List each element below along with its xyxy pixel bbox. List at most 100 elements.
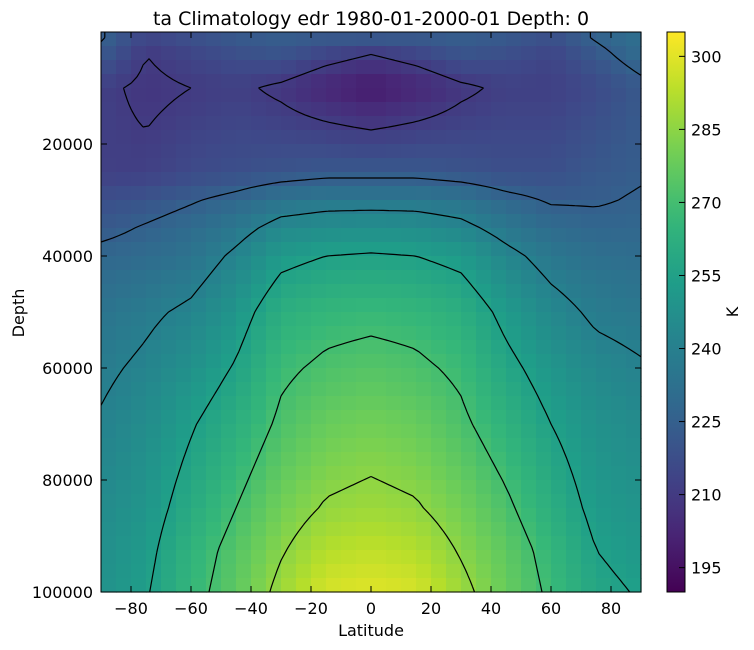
heatmap-cell [386, 214, 402, 229]
heatmap-cell [266, 452, 282, 467]
heatmap-cell [116, 424, 132, 439]
heatmap-cell [236, 480, 252, 495]
heatmap-cell [311, 116, 327, 131]
heatmap-cell [296, 116, 312, 131]
heatmap-cell [146, 522, 162, 537]
heatmap-cell [596, 368, 612, 383]
heatmap-cell [146, 256, 162, 271]
heatmap-cell [416, 550, 432, 565]
heatmap-cell [416, 312, 432, 327]
heatmap-cell [146, 326, 162, 341]
heatmap-cell [461, 298, 477, 313]
heatmap-cell [296, 200, 312, 215]
heatmap-cell [461, 354, 477, 369]
heatmap-cell [551, 326, 567, 341]
heatmap-cell [296, 228, 312, 243]
heatmap-cell [401, 284, 417, 299]
heatmap-cell [131, 564, 147, 579]
heatmap-cell [101, 326, 117, 341]
heatmap-cell [536, 578, 552, 593]
heatmap-cell [506, 144, 522, 159]
heatmap-cell [296, 424, 312, 439]
heatmap-cell [581, 200, 597, 215]
heatmap-cell [281, 32, 297, 47]
heatmap-cell [221, 382, 237, 397]
heatmap-cell [446, 32, 462, 47]
heatmap-cell [266, 74, 282, 89]
heatmap-cell [161, 438, 177, 453]
y-tick-label: 80000 [42, 471, 93, 490]
heatmap-cell [191, 186, 207, 201]
heatmap-cell [596, 354, 612, 369]
heatmap-cell [236, 74, 252, 89]
heatmap-cell [626, 368, 642, 383]
heatmap-cell [251, 60, 267, 75]
heatmap-cell [626, 256, 642, 271]
heatmap-cell [266, 578, 282, 593]
heatmap-cell [221, 130, 237, 145]
heatmap-cell [116, 382, 132, 397]
heatmap-cell [146, 144, 162, 159]
heatmap-cell [146, 158, 162, 173]
heatmap-cell [386, 550, 402, 565]
heatmap-cell [131, 494, 147, 509]
heatmap-cell [566, 494, 582, 509]
heatmap-cell [266, 550, 282, 565]
heatmap-cell [521, 284, 537, 299]
heatmap-cell [476, 88, 492, 103]
heatmap-cell [221, 396, 237, 411]
heatmap-cell [116, 32, 132, 47]
heatmap-cell [281, 354, 297, 369]
heatmap-cell [251, 214, 267, 229]
heatmap-cell [401, 102, 417, 117]
heatmap-cell [356, 186, 372, 201]
heatmap-cell [386, 172, 402, 187]
heatmap-cell [206, 508, 222, 523]
heatmap-cell [341, 494, 357, 509]
heatmap-cell [506, 368, 522, 383]
heatmap-cell [596, 466, 612, 481]
heatmap-cell [521, 200, 537, 215]
heatmap-cell [611, 522, 627, 537]
heatmap-cell [386, 186, 402, 201]
heatmap-cell [356, 172, 372, 187]
heatmap-cell [191, 326, 207, 341]
heatmap-cell [581, 550, 597, 565]
heatmap-cell [221, 214, 237, 229]
heatmap-cell [401, 326, 417, 341]
heatmap-cell [446, 270, 462, 285]
heatmap-cell [491, 186, 507, 201]
heatmap-cell [491, 102, 507, 117]
heatmap-cell [611, 578, 627, 593]
heatmap-cell [521, 326, 537, 341]
heatmap-cell [371, 494, 387, 509]
heatmap-cell [191, 396, 207, 411]
heatmap-cell [281, 494, 297, 509]
heatmap-cell [611, 536, 627, 551]
heatmap-cell [191, 102, 207, 117]
heatmap-cell [371, 200, 387, 215]
heatmap-cell [386, 228, 402, 243]
heatmap-cell [101, 340, 117, 355]
heatmap-cell [221, 270, 237, 285]
heatmap-cell [551, 270, 567, 285]
heatmap-cell [431, 550, 447, 565]
heatmap-cell [491, 256, 507, 271]
heatmap-cell [416, 410, 432, 425]
heatmap-cell [581, 522, 597, 537]
heatmap-cell [371, 172, 387, 187]
heatmap-cell [281, 480, 297, 495]
heatmap-cell [236, 564, 252, 579]
heatmap-cell [176, 550, 192, 565]
heatmap-cell [476, 396, 492, 411]
heatmap-cell [281, 200, 297, 215]
heatmap-cell [416, 494, 432, 509]
heatmap-cell [116, 522, 132, 537]
heatmap-cell [626, 494, 642, 509]
heatmap-cell [581, 396, 597, 411]
heatmap-cell [101, 508, 117, 523]
heatmap-cell [446, 102, 462, 117]
heatmap-cell [311, 32, 327, 47]
heatmap-cell [356, 550, 372, 565]
heatmap-cell [161, 242, 177, 257]
